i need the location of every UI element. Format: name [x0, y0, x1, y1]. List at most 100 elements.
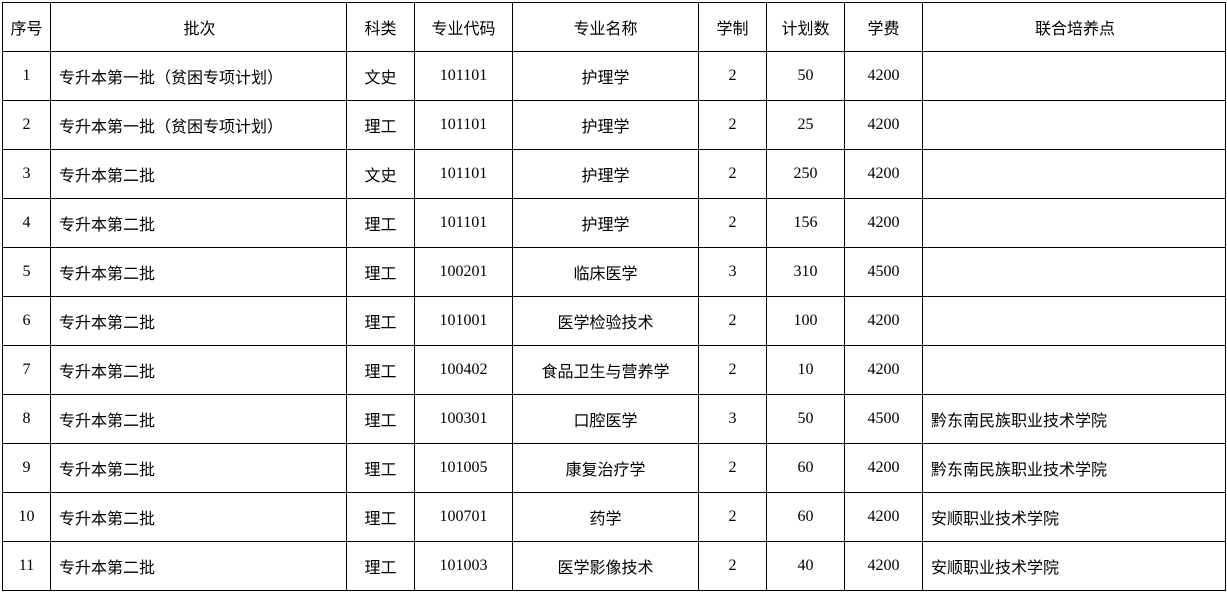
cell-tuition: 4500 [845, 248, 923, 297]
cell-joint [923, 297, 1226, 346]
cell-duration: 2 [699, 542, 767, 591]
cell-code: 101101 [415, 150, 513, 199]
cell-category: 文史 [347, 52, 415, 101]
cell-duration: 2 [699, 150, 767, 199]
table-row: 11专升本第二批理工101003医学影像技术2404200安顺职业技术学院 [3, 542, 1226, 591]
cell-batch: 专升本第一批（贫困专项计划） [51, 101, 347, 150]
cell-joint [923, 199, 1226, 248]
cell-category: 理工 [347, 248, 415, 297]
table-header: 序号 批次 科类 专业代码 专业名称 学制 计划数 学费 联合培养点 [3, 3, 1226, 52]
table-row: 10专升本第二批理工100701药学2604200安顺职业技术学院 [3, 493, 1226, 542]
cell-joint: 黔东南民族职业技术学院 [923, 444, 1226, 493]
cell-duration: 2 [699, 297, 767, 346]
cell-duration: 2 [699, 444, 767, 493]
cell-joint [923, 52, 1226, 101]
cell-duration: 3 [699, 248, 767, 297]
table-row: 2专升本第一批（贫困专项计划）理工101101护理学2254200 [3, 101, 1226, 150]
cell-category: 理工 [347, 395, 415, 444]
cell-joint [923, 150, 1226, 199]
cell-plan: 60 [767, 493, 845, 542]
cell-seq: 1 [3, 52, 51, 101]
cell-batch: 专升本第一批（贫困专项计划） [51, 52, 347, 101]
cell-duration: 2 [699, 493, 767, 542]
header-major: 专业名称 [513, 3, 699, 52]
cell-major: 口腔医学 [513, 395, 699, 444]
cell-category: 理工 [347, 101, 415, 150]
cell-major: 康复治疗学 [513, 444, 699, 493]
header-seq: 序号 [3, 3, 51, 52]
cell-tuition: 4200 [845, 297, 923, 346]
cell-joint: 安顺职业技术学院 [923, 542, 1226, 591]
cell-duration: 2 [699, 52, 767, 101]
table-body: 1专升本第一批（贫困专项计划）文史101101护理学25042002专升本第一批… [3, 52, 1226, 591]
cell-plan: 156 [767, 199, 845, 248]
cell-tuition: 4200 [845, 346, 923, 395]
cell-duration: 2 [699, 346, 767, 395]
cell-major: 护理学 [513, 52, 699, 101]
cell-duration: 3 [699, 395, 767, 444]
cell-major: 护理学 [513, 150, 699, 199]
cell-seq: 6 [3, 297, 51, 346]
cell-code: 101101 [415, 199, 513, 248]
cell-tuition: 4200 [845, 150, 923, 199]
cell-batch: 专升本第二批 [51, 542, 347, 591]
cell-code: 100301 [415, 395, 513, 444]
table-row: 3专升本第二批文史101101护理学22504200 [3, 150, 1226, 199]
cell-major: 护理学 [513, 101, 699, 150]
cell-duration: 2 [699, 101, 767, 150]
header-batch: 批次 [51, 3, 347, 52]
table-row: 6专升本第二批理工101001医学检验技术21004200 [3, 297, 1226, 346]
cell-joint [923, 346, 1226, 395]
cell-joint [923, 101, 1226, 150]
cell-plan: 50 [767, 395, 845, 444]
header-category: 科类 [347, 3, 415, 52]
cell-batch: 专升本第二批 [51, 150, 347, 199]
cell-major: 临床医学 [513, 248, 699, 297]
cell-seq: 4 [3, 199, 51, 248]
cell-category: 理工 [347, 493, 415, 542]
cell-code: 101101 [415, 52, 513, 101]
table-row: 4专升本第二批理工101101护理学21564200 [3, 199, 1226, 248]
cell-code: 100701 [415, 493, 513, 542]
cell-major: 医学影像技术 [513, 542, 699, 591]
cell-category: 理工 [347, 297, 415, 346]
cell-seq: 3 [3, 150, 51, 199]
cell-seq: 8 [3, 395, 51, 444]
cell-joint [923, 248, 1226, 297]
cell-major: 药学 [513, 493, 699, 542]
cell-seq: 10 [3, 493, 51, 542]
cell-major: 食品卫生与营养学 [513, 346, 699, 395]
cell-joint: 安顺职业技术学院 [923, 493, 1226, 542]
cell-joint: 黔东南民族职业技术学院 [923, 395, 1226, 444]
cell-code: 101003 [415, 542, 513, 591]
cell-plan: 100 [767, 297, 845, 346]
table-row: 8专升本第二批理工100301口腔医学3504500黔东南民族职业技术学院 [3, 395, 1226, 444]
cell-seq: 7 [3, 346, 51, 395]
cell-batch: 专升本第二批 [51, 444, 347, 493]
cell-category: 理工 [347, 444, 415, 493]
cell-seq: 2 [3, 101, 51, 150]
cell-plan: 50 [767, 52, 845, 101]
cell-tuition: 4200 [845, 199, 923, 248]
cell-tuition: 4500 [845, 395, 923, 444]
cell-batch: 专升本第二批 [51, 395, 347, 444]
cell-plan: 310 [767, 248, 845, 297]
header-row: 序号 批次 科类 专业代码 专业名称 学制 计划数 学费 联合培养点 [3, 3, 1226, 52]
cell-batch: 专升本第二批 [51, 346, 347, 395]
cell-seq: 5 [3, 248, 51, 297]
cell-tuition: 4200 [845, 493, 923, 542]
cell-code: 100201 [415, 248, 513, 297]
header-code: 专业代码 [415, 3, 513, 52]
cell-plan: 10 [767, 346, 845, 395]
header-tuition: 学费 [845, 3, 923, 52]
cell-major: 医学检验技术 [513, 297, 699, 346]
cell-plan: 60 [767, 444, 845, 493]
cell-tuition: 4200 [845, 444, 923, 493]
cell-category: 理工 [347, 346, 415, 395]
cell-plan: 40 [767, 542, 845, 591]
data-table: 序号 批次 科类 专业代码 专业名称 学制 计划数 学费 联合培养点 1专升本第… [2, 2, 1226, 591]
cell-code: 101001 [415, 297, 513, 346]
cell-seq: 11 [3, 542, 51, 591]
cell-code: 100402 [415, 346, 513, 395]
cell-tuition: 4200 [845, 101, 923, 150]
